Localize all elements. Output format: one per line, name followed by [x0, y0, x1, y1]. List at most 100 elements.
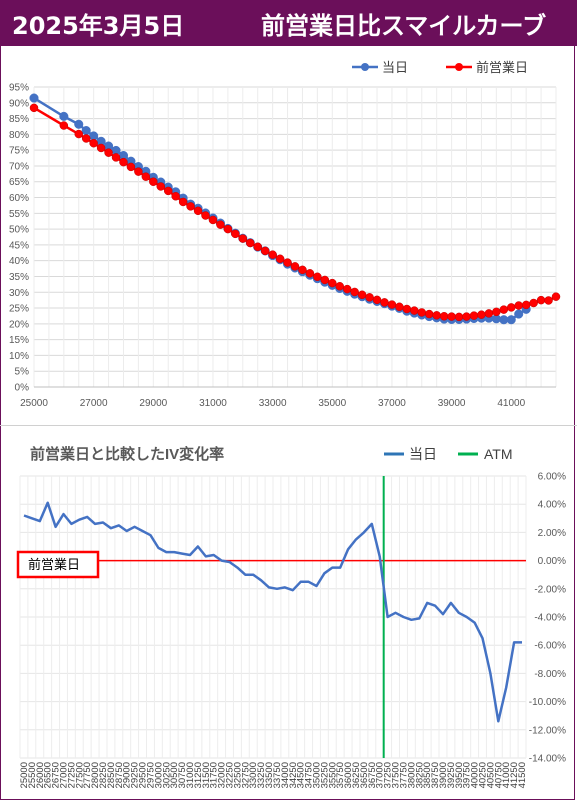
x-tick-label: 32000 — [217, 762, 228, 788]
y-tick-label: -8.00% — [534, 669, 566, 680]
data-point — [506, 315, 516, 325]
y-tick-label: 40% — [9, 256, 29, 267]
chart-divider — [0, 425, 577, 426]
x-tick-label: 30500 — [169, 762, 180, 788]
data-point — [238, 234, 248, 243]
data-point — [514, 301, 523, 310]
prev-day-label: 前営業日 — [28, 557, 80, 572]
x-tick-label: 30750 — [177, 762, 188, 788]
x-tick-label: 33250 — [256, 762, 267, 788]
x-tick-label: 27750 — [82, 762, 93, 788]
data-point — [305, 269, 315, 278]
x-tick-label: 39500 — [454, 762, 465, 788]
data-point — [111, 153, 121, 162]
series-line-1 — [33, 106, 557, 319]
x-tick-label: 33000 — [259, 398, 287, 409]
data-point — [201, 211, 210, 220]
x-tick-label: 36750 — [367, 762, 378, 788]
data-point — [313, 272, 322, 282]
y-tick-label: -4.00% — [534, 613, 566, 624]
data-point — [126, 162, 136, 172]
y-tick-label: -6.00% — [534, 641, 566, 652]
y-tick-label: 5% — [15, 367, 30, 378]
x-tick-label: 33000 — [248, 762, 259, 788]
data-point — [163, 186, 173, 196]
y-tick-label: -2.00% — [534, 584, 566, 595]
y-tick-label: 25% — [9, 304, 29, 315]
series-line-0 — [33, 97, 527, 321]
x-tick-label: 32500 — [232, 762, 243, 788]
x-tick-label: 38000 — [406, 762, 417, 788]
x-tick-label: 37750 — [398, 762, 409, 788]
data-point — [178, 197, 188, 207]
data-point — [29, 103, 39, 113]
prev-day-label-box — [16, 550, 100, 579]
y-tick-label: 35% — [9, 272, 29, 283]
data-point — [320, 275, 330, 285]
y-tick-label: 20% — [9, 319, 29, 330]
x-tick-label: 38250 — [414, 762, 425, 788]
x-tick-label: 28500 — [106, 762, 117, 788]
data-point — [544, 296, 553, 305]
data-point — [402, 304, 412, 314]
data-point — [104, 148, 113, 157]
x-tick-label: 27000 — [58, 762, 69, 788]
data-point — [536, 295, 546, 305]
data-point — [350, 287, 359, 297]
data-point — [74, 129, 83, 139]
x-tick-label: 31500 — [201, 762, 212, 788]
x-tick-label: 37500 — [391, 762, 402, 788]
data-point — [507, 303, 516, 312]
date-title: 2025年3月5日 — [12, 12, 185, 40]
y-tick-label: 50% — [9, 225, 29, 236]
data-point — [216, 220, 225, 229]
data-point — [372, 295, 382, 305]
y-tick-label: 65% — [9, 177, 29, 188]
x-tick-label: 29000 — [122, 762, 133, 788]
data-point — [59, 121, 69, 130]
y-tick-label: 55% — [9, 209, 29, 220]
data-point — [246, 238, 255, 248]
data-point — [81, 134, 91, 143]
data-point — [89, 138, 98, 148]
data-point — [81, 126, 91, 136]
x-tick-label: 36250 — [351, 762, 362, 788]
y-tick-label: 0% — [15, 383, 30, 394]
y-tick-label: 10% — [9, 351, 29, 362]
data-point — [417, 308, 427, 317]
data-point — [380, 298, 389, 307]
data-point — [477, 310, 486, 319]
series-line-today — [23, 501, 522, 723]
y-tick-label: 90% — [9, 98, 29, 109]
y-tick-label: 4.00% — [538, 500, 566, 511]
x-tick-label: 36500 — [359, 762, 370, 788]
x-tick-label: 27500 — [74, 762, 85, 788]
data-point — [424, 309, 434, 319]
y-tick-label: 60% — [9, 193, 29, 204]
data-point — [410, 306, 419, 315]
x-tick-label: 39000 — [438, 398, 466, 409]
data-point — [141, 172, 151, 181]
x-tick-label: 37000 — [375, 762, 386, 788]
x-tick-label: 30250 — [161, 762, 172, 788]
data-point — [208, 215, 218, 225]
data-point — [529, 298, 538, 308]
data-point — [59, 111, 69, 121]
data-point — [275, 254, 285, 264]
x-tick-label: 34500 — [296, 762, 307, 788]
data-point — [193, 206, 203, 216]
x-tick-label: 41000 — [497, 398, 525, 409]
x-tick-label: 30000 — [153, 762, 164, 788]
x-tick-label: 26500 — [43, 762, 54, 788]
x-tick-label: 31000 — [185, 762, 196, 788]
y-tick-label: 95% — [9, 83, 29, 94]
x-tick-label: 33500 — [264, 762, 275, 788]
x-tick-label: 35250 — [319, 762, 330, 788]
x-tick-label: 41250 — [509, 762, 520, 788]
x-tick-label: 40250 — [478, 762, 489, 788]
x-tick-label: 32250 — [225, 762, 236, 788]
x-tick-label: 27000 — [80, 398, 108, 409]
data-point — [231, 229, 240, 239]
data-point — [462, 312, 471, 321]
data-point — [119, 157, 128, 167]
